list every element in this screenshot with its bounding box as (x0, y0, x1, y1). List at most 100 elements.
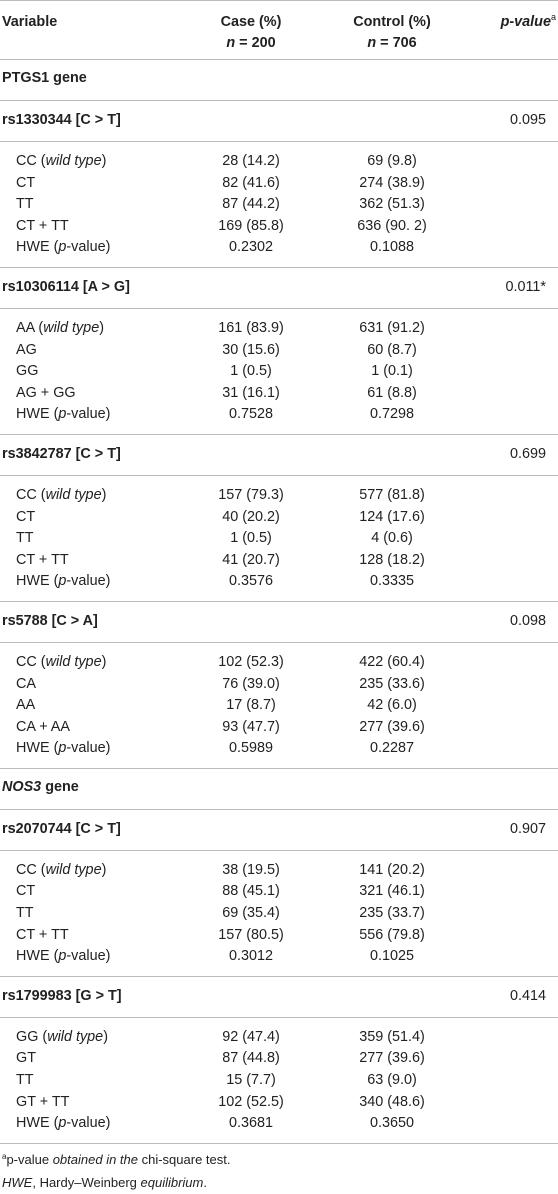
case-value: 88 (45.1) (222, 883, 280, 900)
control-value: 577 (81.8) (359, 486, 425, 503)
case-value: 92 (47.4) (222, 1028, 280, 1045)
table-row: CT 82 (41.6) 274 (38.9) (0, 173, 558, 195)
genotype-label: HWE (p-value) (16, 948, 111, 965)
control-value: 422 (60.4) (359, 653, 425, 670)
table-row: CA 76 (39.0) 235 (33.6) (0, 674, 558, 696)
control-value: 359 (51.4) (359, 1028, 425, 1045)
table-row: CC (wild type) 38 (19.5) 141 (20.2) (0, 860, 558, 882)
genotype-rows: CC (wild type) 102 (52.3) 422 (60.4) CA 76 (… (0, 643, 558, 769)
genotype-label: CT (16, 174, 36, 191)
genotype-label: GG (16, 363, 39, 380)
table-row: TT 87 (44.2) 362 (51.3) (0, 194, 558, 216)
gene-name: PTGS1 gene (2, 70, 87, 86)
genotype-label: TT (16, 196, 34, 213)
snp-header: rs1799983 [G > T] 0.414 (0, 977, 558, 1018)
genotype-label: TT (16, 530, 34, 547)
genotype-label: CT + TT (16, 926, 69, 943)
table-row: CA + AA 93 (47.7) 277 (39.6) (0, 717, 558, 739)
genotype-label: HWE (p-value) (16, 406, 111, 423)
snp-pvalue: 0.011* (505, 278, 546, 295)
case-value: 102 (52.3) (218, 653, 284, 670)
case-value: 30 (15.6) (222, 341, 280, 358)
control-value: 0.1088 (369, 239, 414, 256)
table-header: Variable Case (%) n = 200 Control (%) n … (0, 0, 558, 60)
snp-pvalue: 0.098 (509, 612, 546, 629)
genotype-label: CC (wild type) (16, 486, 107, 503)
case-value: 82 (41.6) (222, 174, 280, 191)
genotype-label: AG + GG (16, 384, 76, 401)
case-value: 157 (80.5) (218, 926, 284, 943)
header-control-n: n = 706 (367, 35, 417, 51)
genotype-label: HWE (p-value) (16, 740, 111, 757)
case-value: 76 (39.0) (222, 675, 280, 692)
snp-header: rs3842787 [C > T] 0.699 (0, 435, 558, 476)
genotype-label: CA (16, 675, 36, 692)
control-value: 42 (6.0) (367, 697, 417, 714)
footnote-a-text: p-value obtained in the chi-square test. (6, 1151, 231, 1167)
snp-header: rs5788 [C > A] 0.098 (0, 602, 558, 643)
genotype-label: GT (16, 1050, 36, 1067)
header-control: Control (%) n = 706 (338, 12, 446, 54)
case-value: 87 (44.8) (222, 1050, 280, 1067)
control-value: 4 (0.6) (371, 530, 413, 547)
table-row: HWE (p-value) 0.2302 0.1088 (0, 237, 558, 259)
case-value: 1 (0.5) (230, 363, 272, 380)
genotype-rows: GG (wild type) 92 (47.4) 359 (51.4) GT 87 (4… (0, 1018, 558, 1144)
control-value: 0.1025 (369, 948, 414, 965)
genotype-label: CC (wild type) (16, 153, 107, 169)
table-row: AA 17 (8.7) 42 (6.0) (0, 695, 558, 717)
table-body: PTGS1 gene rs1330344 [C > T] 0.095 CC (wild… (0, 60, 558, 1144)
genotype-rows: CC (wild type) 28 (14.2) 69 (9.8) CT 82 (41.… (0, 142, 558, 268)
genotype-rows: CC (wild type) 157 (79.3) 577 (81.8) CT 40 (… (0, 476, 558, 602)
control-value: 124 (17.6) (359, 508, 425, 525)
control-value: 0.2287 (369, 740, 414, 757)
genotype-label: CC (wild type) (16, 653, 107, 670)
snp-header: rs10306114 [A > G] 0.011* (0, 268, 558, 309)
control-value: 0.3335 (369, 573, 414, 590)
genotype-label: CT + TT (16, 217, 69, 234)
genotype-label: AA (16, 697, 36, 714)
control-value: 128 (18.2) (359, 551, 425, 568)
case-value: 0.5989 (228, 740, 273, 757)
snp-name: rs10306114 [A > G] (2, 278, 130, 295)
snp-header: rs2070744 [C > T] 0.907 (0, 810, 558, 851)
snp-pvalue: 0.907 (509, 820, 546, 837)
case-value: 169 (85.8) (218, 217, 284, 234)
snp-name: rs3842787 [C > T] (2, 445, 121, 462)
snp-name: rs1799983 [G > T] (2, 987, 122, 1004)
table-row: HWE (p-value) 0.7528 0.7298 (0, 404, 558, 426)
genotype-rows: CC (wild type) 38 (19.5) 141 (20.2) CT 88 (4… (0, 851, 558, 977)
table-row: HWE (p-value) 0.3576 0.3335 (0, 571, 558, 593)
genotype-rows: AA (wild type) 161 (83.9) 631 (91.2) AG 30 (… (0, 309, 558, 435)
control-value: 0.7298 (369, 406, 414, 423)
genotype-label: TT (16, 1072, 34, 1089)
table-row: TT 15 (7.7) 63 (9.0) (0, 1070, 558, 1092)
table-row: HWE (p-value) 0.3012 0.1025 (0, 946, 558, 968)
case-value: 28 (14.2) (222, 153, 280, 169)
case-value: 0.3576 (228, 573, 273, 590)
table-row: CT + TT 41 (20.7) 128 (18.2) (0, 550, 558, 572)
snp-header: rs1330344 [C > T] 0.095 (0, 101, 558, 142)
control-value: 235 (33.7) (359, 905, 425, 922)
case-value: 40 (20.2) (222, 508, 280, 525)
genotype-label: HWE (p-value) (16, 573, 111, 590)
table-row: CT + TT 157 (80.5) 556 (79.8) (0, 925, 558, 947)
control-value: 61 (8.8) (367, 384, 417, 401)
case-value: 0.7528 (228, 406, 273, 423)
case-value: 0.2302 (228, 239, 273, 256)
control-value: 60 (8.7) (367, 341, 417, 358)
control-value: 321 (46.1) (359, 883, 425, 900)
case-value: 87 (44.2) (222, 196, 280, 213)
genotype-label: CC (wild type) (16, 861, 107, 878)
header-case-label: Case (%) (220, 14, 282, 30)
table-row: CT 40 (20.2) 124 (17.6) (0, 507, 558, 529)
genotype-label: CA + AA (16, 718, 70, 735)
genotype-label: AA (wild type) (16, 319, 104, 336)
header-case-n: n = 200 (226, 35, 276, 51)
genotype-label: HWE (p-value) (16, 1115, 111, 1132)
case-value: 102 (52.5) (218, 1093, 284, 1110)
footnote-a: ap-value obtained in the chi-square test… (0, 1148, 558, 1171)
header-pvalue-sup: a (550, 12, 556, 22)
control-value: 141 (20.2) (359, 861, 425, 878)
